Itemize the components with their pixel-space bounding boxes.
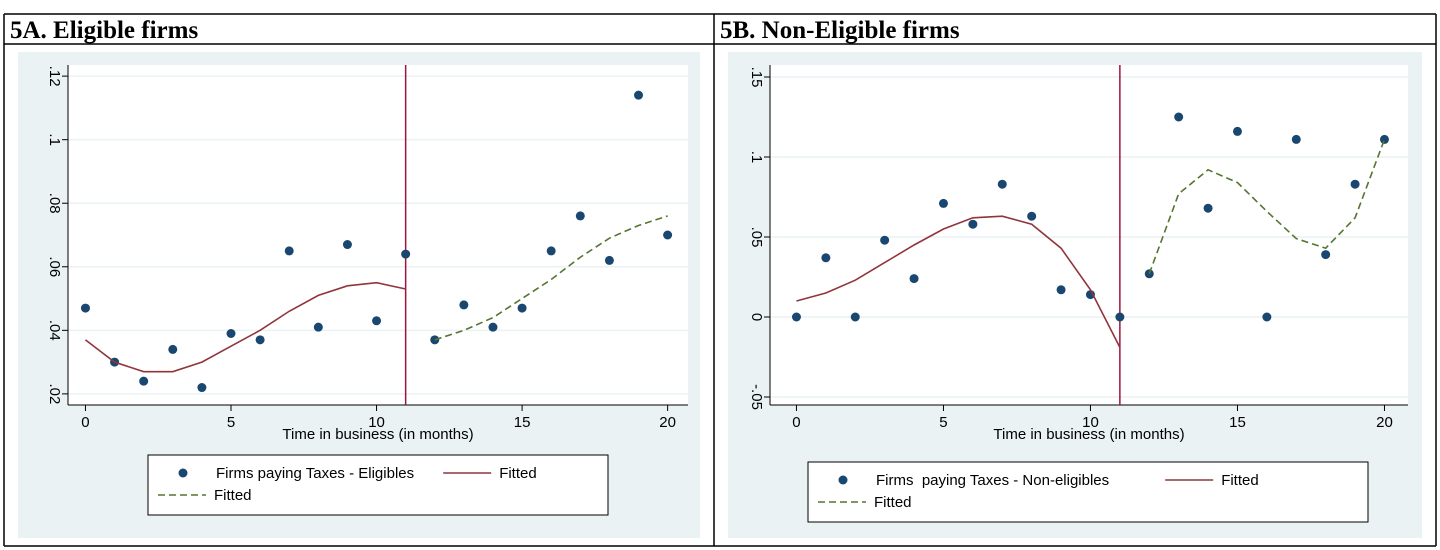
data-point [517,303,527,313]
data-point [80,303,90,313]
legend-label: Fitted [499,465,537,482]
data-point [197,383,207,393]
data-point [1350,179,1360,189]
legend-label: Fitted [874,494,912,511]
fitted-line [796,215,1121,348]
data-point [663,230,673,240]
data-point [1291,134,1301,144]
data-point [634,90,644,100]
data-point [342,240,352,250]
data-point [880,235,890,245]
fitted-line [84,281,406,373]
data-point [1085,290,1095,300]
data-point [459,300,469,310]
table-borders [3,13,1437,547]
x-axis-label: Time in business (in months) [282,426,473,443]
data-point [575,211,585,221]
data-point [226,329,236,339]
data-point [821,253,831,263]
data-point [791,312,801,322]
legend-label: Fitted [1221,472,1259,489]
data-point [938,198,948,208]
data-point [546,246,556,256]
legend-symbol [178,468,188,478]
data-point [168,344,178,354]
data-point [1262,312,1272,322]
fitted-line [434,215,668,341]
y-tick-label: -.05 [748,384,765,410]
data-point [1203,203,1213,213]
y-tick-label: .12 [46,66,63,87]
data-point [909,274,919,284]
y-tick-label: .1 [748,151,765,164]
y-tick-label: .02 [46,383,63,404]
data-point [284,246,294,256]
data-point [1115,312,1125,322]
panel-heading: 5A. Eligible firms [10,17,198,44]
panel-heading: 5B. Non-Eligible firms [720,17,960,44]
x-tick-label: 5 [227,414,235,431]
data-point [255,335,265,345]
x-tick-label: 5 [939,414,947,431]
y-tick-label: .06 [46,256,63,277]
x-tick-label: 0 [792,414,800,431]
data-point [401,249,411,259]
y-tick-label: .04 [46,320,63,341]
data-point [1056,285,1066,295]
data-point [1174,112,1184,122]
y-tick-label: 0 [748,313,765,321]
x-tick-label: 10 [368,414,385,431]
legend-label: Firms paying Taxes - Eligibles [216,465,414,482]
x-tick-label: 10 [1082,414,1099,431]
x-tick-label: 20 [1376,414,1393,431]
plot-area [770,65,1408,405]
x-tick-label: 0 [81,414,89,431]
legend-label: Fitted [214,487,252,504]
data-point [1379,134,1389,144]
x-axis-label: Time in business (in months) [993,426,1184,443]
legend-box [147,454,609,516]
data-point [1321,250,1331,260]
data-point [968,219,978,229]
data-point [1232,126,1242,136]
legend-label: Firms paying Taxes - Non-eligibles [876,472,1109,489]
data-point [850,312,860,322]
data-point [313,322,323,332]
data-point [488,322,498,332]
y-tick-label: .08 [46,193,63,214]
x-tick-label: 15 [1229,414,1246,431]
plot-area [68,65,688,405]
x-tick-label: 20 [659,414,676,431]
y-tick-label: .15 [748,67,765,88]
legend-symbol [838,475,848,485]
data-point [1027,211,1037,221]
y-tick-label: .05 [748,227,765,248]
data-point [139,376,149,386]
data-point [997,179,1007,189]
x-tick-label: 15 [514,414,531,431]
data-point [604,255,614,265]
legend-box [807,461,1369,523]
y-tick-label: .1 [46,133,63,146]
data-point [372,316,382,326]
